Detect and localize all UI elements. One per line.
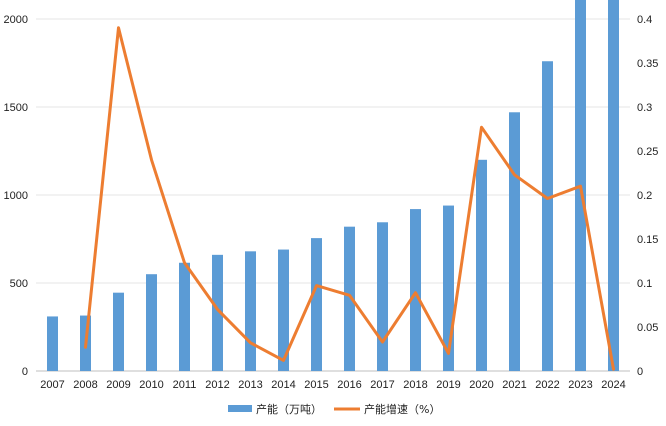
legend-label-line: 产能增速（%） <box>364 402 440 416</box>
bar <box>245 251 256 371</box>
bar-series <box>47 0 619 372</box>
legend: 产能（万吨） 产能增速（%） <box>228 402 440 416</box>
x-axis: 2007 2008 2009 2010 2011 2012 2013 2014 2015 2016… <box>40 379 625 391</box>
bar <box>179 262 190 371</box>
bar <box>410 209 421 371</box>
y-right-tick-label: 0.35 <box>637 58 658 70</box>
x-tick-label: 2018 <box>403 379 427 391</box>
y-right-tick-label: 0.4 <box>637 14 652 26</box>
x-tick-label: 2011 <box>173 379 197 391</box>
bar <box>542 61 553 372</box>
x-tick-label: 2010 <box>139 379 163 391</box>
y-left-tick-label: 1500 <box>4 102 28 114</box>
bar <box>278 249 289 371</box>
y-axis-right: 0 0.05 0.1 0.15 0.2 0.25 0.3 0.35 0.4 <box>637 14 658 378</box>
line-series <box>84 26 615 371</box>
x-tick-label: 2022 <box>535 379 559 391</box>
x-tick-label: 2019 <box>436 379 460 391</box>
x-tick-label: 2008 <box>73 379 97 391</box>
y-right-tick-label: 0.2 <box>637 190 652 202</box>
x-tick-label: 2012 <box>205 379 229 391</box>
x-tick-label: 2020 <box>469 379 493 391</box>
x-tick-label: 2017 <box>370 379 394 391</box>
y-right-tick-label: 0 <box>637 366 643 378</box>
bar <box>113 292 124 371</box>
x-tick-label: 2021 <box>502 379 526 391</box>
y-left-tick-label: 0 <box>22 366 28 378</box>
bar <box>377 222 388 371</box>
x-tick-label: 2009 <box>106 379 130 391</box>
x-tick-label: 2015 <box>304 379 328 391</box>
bar <box>443 205 454 371</box>
bar <box>344 226 355 371</box>
y-right-tick-label: 0.3 <box>637 102 652 114</box>
bar <box>476 159 487 371</box>
y-left-tick-label: 500 <box>10 278 28 290</box>
y-right-tick-label: 0.15 <box>637 234 658 246</box>
legend-swatch-bar <box>228 405 252 412</box>
gridlines <box>36 18 630 372</box>
y-axis-left: 0 500 1000 1500 2000 <box>4 14 28 378</box>
legend-label-bar: 产能（万吨） <box>256 402 322 416</box>
line-path <box>84 26 615 371</box>
bar <box>212 254 223 371</box>
x-tick-label: 2007 <box>40 379 64 391</box>
x-tick-label: 2014 <box>271 379 295 391</box>
bar <box>47 316 58 371</box>
y-right-tick-label: 0.05 <box>637 322 658 334</box>
y-left-tick-label: 2000 <box>4 14 28 26</box>
x-tick-label: 2024 <box>601 379 625 391</box>
x-tick-label: 2023 <box>568 379 592 391</box>
bar <box>311 238 322 371</box>
y-left-tick-label: 1000 <box>4 190 28 202</box>
bar <box>608 0 619 372</box>
x-tick-label: 2016 <box>337 379 361 391</box>
y-right-tick-label: 0.25 <box>637 146 658 158</box>
y-right-tick-label: 0.1 <box>637 278 652 290</box>
bar <box>509 112 520 371</box>
x-tick-label: 2013 <box>238 379 262 391</box>
bar <box>146 274 157 371</box>
